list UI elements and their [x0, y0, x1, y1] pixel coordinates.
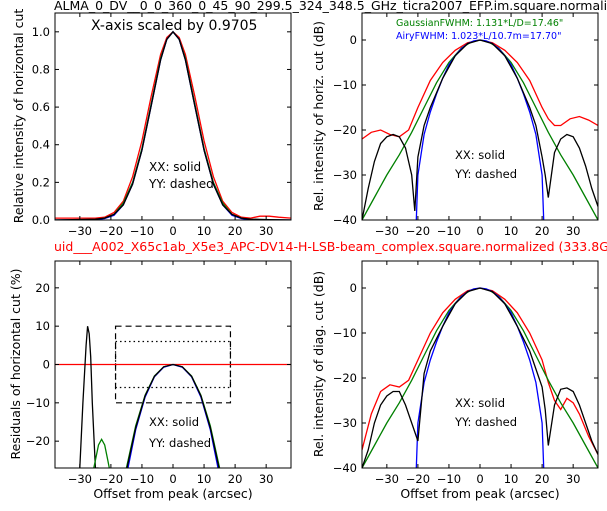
x-tick-label: 10 [197, 472, 212, 486]
x-tick-label: 20 [228, 224, 243, 238]
legend-xx: XX: solid [455, 396, 505, 410]
x-tick-label: 30 [566, 472, 581, 486]
y-tick-label: −40 [333, 461, 357, 475]
series-line-blue-2 [55, 30, 291, 220]
y-tick-label: −20 [333, 123, 357, 137]
scale-annotation: X-axis scaled by 0.9705 [91, 18, 257, 34]
legend-yy: YY: dashed [148, 177, 214, 191]
y-tick-label: 0 [43, 358, 50, 372]
y-axis-label: Rel. intensity of horiz. cut (dB) [311, 21, 326, 211]
series-line-blue-2 [415, 287, 545, 468]
series-line-red-0 [362, 39, 598, 140]
y-axis-label: Relative intensity of horizontal cut [11, 9, 26, 224]
x-tick-label: −30 [68, 472, 92, 486]
gaussian-fwhm-note: GaussianFWHM: 1.131*L/D=17.46" [396, 18, 563, 29]
y-tick-label: −30 [333, 168, 357, 182]
x-tick-label: 0 [476, 224, 483, 238]
y-axis-label: Residuals of horizontal cut (%) [8, 269, 23, 460]
x-tick-label: 30 [566, 224, 581, 238]
x-tick-label: 30 [259, 224, 274, 238]
x-tick-label: −20 [99, 472, 123, 486]
x-tick-label: −30 [68, 224, 92, 238]
legend-xx: XX: solid [149, 160, 201, 174]
series-line-red-0 [362, 287, 598, 455]
y-axis-label: Rel. intensity of diag. cut (dB) [311, 271, 326, 457]
x-tick-label: −20 [406, 224, 430, 238]
y-tick-label: −10 [333, 78, 357, 92]
panel-top-left: −30 −20 −10 0 10 20 30 0.0 0.2 0.4 0.6 0.8 1.0 X-axi… [11, 9, 292, 238]
x-tick-label: 0 [169, 224, 176, 238]
y-tick-label: −40 [333, 213, 357, 227]
top-title: ALMA_0_DV__0_0_360_0_45_90_299.5_324_348… [54, 0, 607, 13]
panel-bottom-right: −30 −20 −10 0 10 20 30−40−30−20−100 XX: solid … [311, 260, 599, 501]
x-tick-label: −30 [375, 224, 399, 238]
y-tick-label: −20 [26, 434, 50, 448]
mid-title: uid___A002_X65c1ab_X5e3_APC-DV14-H-LSB-b… [54, 239, 607, 254]
ticks: −30 −20 −10 0 10 20 30 0.0 0.2 0.4 0.6 0.8 1.0 [32, 13, 291, 238]
series-line-black-3 [362, 287, 598, 468]
x-tick-label: −20 [406, 472, 430, 486]
x-tick-label: 20 [228, 472, 243, 486]
panel-bottom-left: −30 −20 −10 0 10 20 30 −20 −10 0 10 20 XX: solid YY… [8, 260, 292, 501]
airy-fwhm-note: AiryFWHM: 1.023*L/10.7m=17.70" [396, 31, 561, 42]
series-line-black-3 [55, 30, 291, 220]
x-tick-label: −10 [437, 472, 461, 486]
y-tick-label: 0.6 [32, 100, 50, 114]
x-tick-label: −10 [437, 224, 461, 238]
axes-frame [361, 260, 599, 469]
plot-area [362, 39, 598, 220]
ticks: −30 −20 −10 0 10 20 30 −40 −30 −20 −10 0 [333, 13, 598, 238]
x-tick-label: 10 [504, 472, 519, 486]
y-tick-label: −20 [333, 371, 357, 385]
x-axis-label: Offset from peak (arcsec) [400, 486, 559, 501]
x-tick-label: −20 [99, 224, 123, 238]
y-tick-label: 20 [35, 281, 50, 295]
x-axis-label: Offset from peak (arcsec) [93, 486, 252, 501]
plot-area [55, 30, 291, 220]
y-tick-label: 0.0 [32, 213, 50, 227]
plot-area [55, 325, 291, 468]
legend-xx: XX: solid [455, 148, 505, 162]
series-line-blue-2 [415, 39, 545, 220]
series-line-green-1 [55, 30, 291, 220]
y-tick-label: 10 [35, 319, 50, 333]
x-tick-label: 30 [259, 472, 274, 486]
y-tick-label: 0 [350, 281, 357, 295]
ticks: −30 −20 −10 0 10 20 30 −20 −10 0 10 20 [26, 261, 291, 486]
legend-xx: XX: solid [149, 415, 199, 429]
x-tick-label: −10 [130, 224, 154, 238]
series-line-green-1 [362, 287, 598, 468]
x-tick-label: 10 [197, 224, 212, 238]
y-tick-label: 0.8 [32, 62, 50, 76]
series-line-black-5 [126, 363, 220, 468]
series-line-green-2 [93, 437, 110, 468]
y-tick-label: 0 [350, 33, 357, 47]
series-line-black-1 [79, 326, 99, 468]
series-line-black-3 [362, 39, 598, 220]
legend-yy: YY: dashed [454, 415, 517, 429]
y-tick-label: −10 [26, 396, 50, 410]
x-tick-label: 0 [476, 472, 483, 486]
y-tick-label: −30 [333, 416, 357, 430]
legend-yy: YY: dashed [454, 167, 517, 181]
legend-yy: YY: dashed [148, 436, 211, 450]
y-tick-label: −10 [333, 326, 357, 340]
ticks: −30 −20 −10 0 10 20 30 −40 −30 −20 −10 0 [333, 261, 598, 486]
y-tick-label: 1.0 [32, 25, 50, 39]
panel-top-right: −30 −20 −10 0 10 20 30 −40 −30 −20 −10 0 GaussianFW… [311, 12, 599, 238]
x-tick-label: −10 [130, 472, 154, 486]
x-tick-label: 10 [504, 224, 519, 238]
y-tick-label: 0.4 [32, 138, 50, 152]
plot-area [362, 287, 598, 468]
y-tick-label: 0.2 [32, 175, 50, 189]
series-line-red-0 [55, 30, 291, 219]
x-tick-label: 0 [169, 472, 176, 486]
x-tick-label: −30 [375, 472, 399, 486]
x-tick-label: 20 [535, 472, 550, 486]
series-line-green-1 [362, 39, 598, 220]
x-tick-label: 20 [535, 224, 550, 238]
axes-frame [361, 12, 599, 221]
